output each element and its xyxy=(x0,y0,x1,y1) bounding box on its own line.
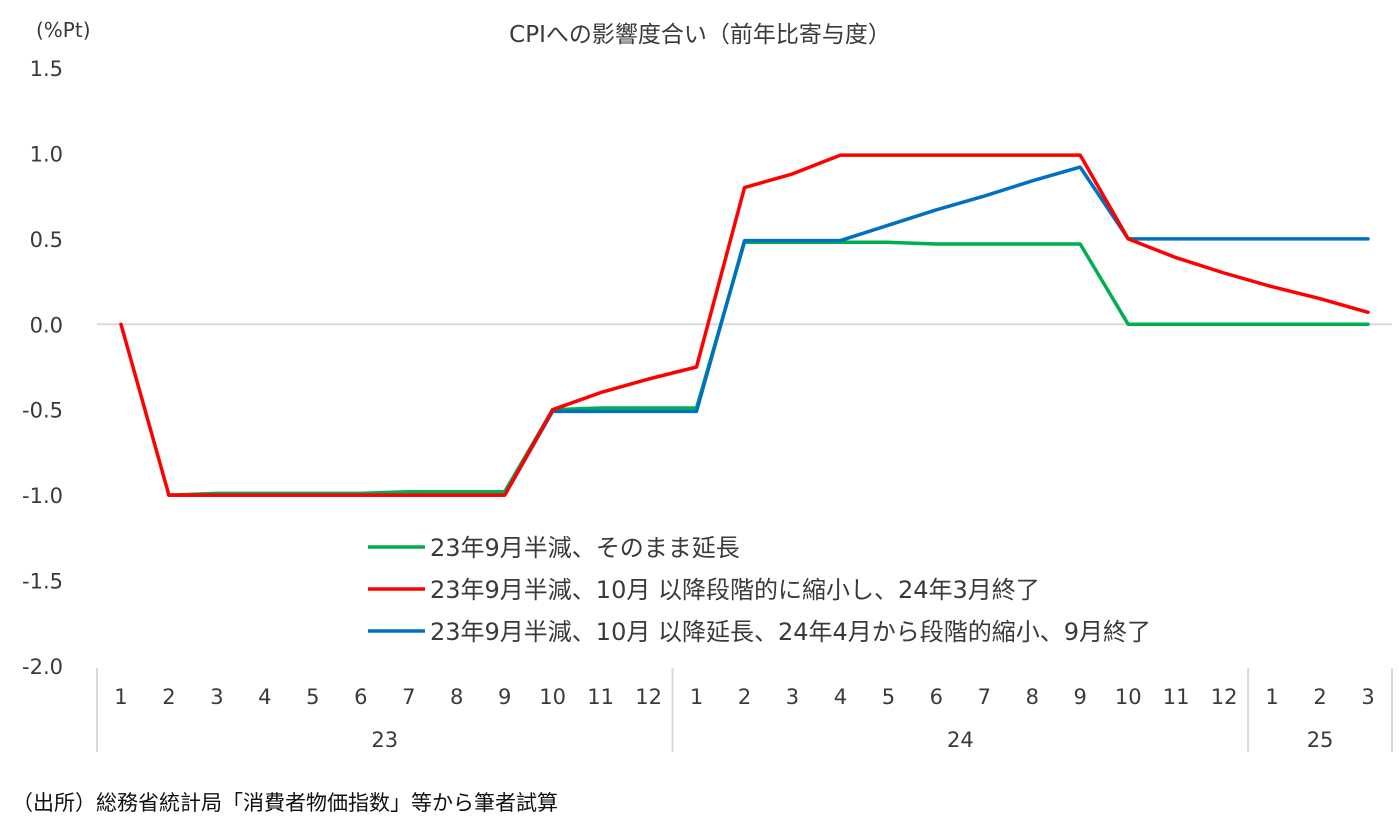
line-chart: CPIへの影響度合い（前年比寄与度） (%Pt) 1.5 1.0 0.5 0.0 -0.… xyxy=(22,18,1393,752)
y-tick-label: -1.5 xyxy=(22,570,63,594)
x-month-label: 1 xyxy=(114,685,127,709)
legend-label-2: 23年9月半減、10月 以降段階的に縮小し、24年3月終了 xyxy=(430,576,1040,604)
x-month-label: 12 xyxy=(1211,685,1238,709)
x-month-label: 7 xyxy=(402,685,415,709)
x-month-label: 3 xyxy=(1361,685,1374,709)
legend-label-1: 23年9月半減、そのまま延長 xyxy=(430,534,740,562)
x-month-label: 1 xyxy=(690,685,703,709)
series-line-1 xyxy=(167,240,1370,497)
series-lines xyxy=(119,153,1370,497)
x-year-label: 24 xyxy=(947,728,974,752)
x-month-label: 4 xyxy=(834,685,847,709)
y-tick-label: -0.5 xyxy=(22,399,63,423)
x-year-label: 25 xyxy=(1307,728,1334,752)
y-axis-ticks: 1.5 1.0 0.5 0.0 -0.5 -1.0 -1.5 -2.0 xyxy=(22,57,63,679)
y-tick-label: -1.0 xyxy=(22,484,63,508)
x-month-label: 6 xyxy=(930,685,943,709)
series-line-3 xyxy=(167,165,1370,497)
x-month-label: 7 xyxy=(978,685,991,709)
x-month-label: 5 xyxy=(306,685,319,709)
series-line-2 xyxy=(119,153,1370,497)
legend-label-3: 23年9月半減、10月 以降延長、24年4月から段階的縮小、9月終了 xyxy=(430,618,1151,646)
y-tick-label: 1.5 xyxy=(30,57,63,81)
x-month-label: 11 xyxy=(587,685,614,709)
x-month-label: 2 xyxy=(1313,685,1326,709)
x-axis: 1 2 3 4 5 6 7 8 9 10 11 12 1 2 3 4 5 6 7 8 9 10 11 12 1 2 323 24 25 xyxy=(96,668,1393,752)
x-month-label: 10 xyxy=(539,685,566,709)
x-month-label: 11 xyxy=(1163,685,1190,709)
y-tick-label: -2.0 xyxy=(22,655,63,679)
x-month-label: 6 xyxy=(354,685,367,709)
x-month-label: 2 xyxy=(738,685,751,709)
legend: 23年9月半減、そのまま延長 23年9月半減、10月 以降段階的に縮小し、24年3… xyxy=(368,534,1151,646)
x-month-label: 10 xyxy=(1115,685,1142,709)
y-axis-unit: (%Pt) xyxy=(36,18,91,42)
x-month-label: 8 xyxy=(450,685,463,709)
x-month-label: 8 xyxy=(1026,685,1039,709)
x-month-label: 1 xyxy=(1265,685,1278,709)
x-month-label: 12 xyxy=(635,685,662,709)
x-month-label: 2 xyxy=(162,685,175,709)
y-tick-label: 0.0 xyxy=(30,313,63,337)
x-month-label: 9 xyxy=(1074,685,1087,709)
x-month-label: 9 xyxy=(498,685,511,709)
x-year-label: 23 xyxy=(371,728,398,752)
x-month-label: 4 xyxy=(258,685,271,709)
x-month-label: 3 xyxy=(210,685,223,709)
x-month-label: 3 xyxy=(786,685,799,709)
x-month-label: 5 xyxy=(882,685,895,709)
y-tick-label: 0.5 xyxy=(30,228,63,252)
chart-title: CPIへの影響度合い（前年比寄与度） xyxy=(509,22,891,48)
source-note: （出所）総務省統計局「消費者物価指数」等から筆者試算 xyxy=(12,791,558,815)
y-tick-label: 1.0 xyxy=(30,142,63,166)
